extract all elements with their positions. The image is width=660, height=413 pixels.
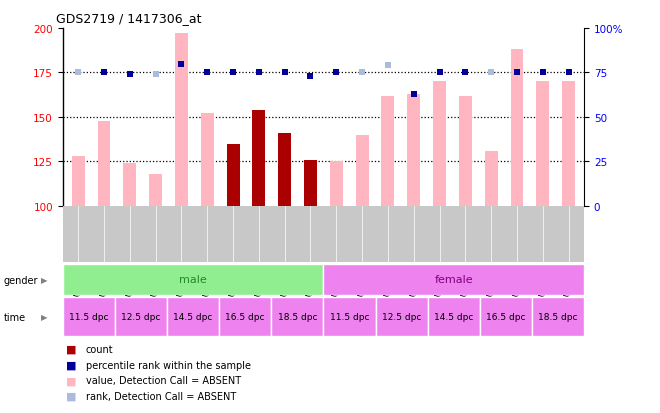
Bar bbox=[226, 159, 240, 206]
Bar bbox=[72, 157, 84, 206]
Bar bbox=[323, 264, 584, 295]
Text: time: time bbox=[3, 312, 26, 322]
Bar bbox=[484, 152, 498, 206]
Bar bbox=[376, 297, 428, 337]
Text: 14.5 dpc: 14.5 dpc bbox=[434, 313, 473, 321]
Text: rank, Detection Call = ABSENT: rank, Detection Call = ABSENT bbox=[86, 391, 236, 401]
Text: ■: ■ bbox=[66, 344, 77, 354]
Bar bbox=[219, 297, 271, 337]
Bar bbox=[201, 114, 214, 206]
Bar bbox=[304, 162, 317, 206]
Text: 12.5 dpc: 12.5 dpc bbox=[382, 313, 421, 321]
Text: gender: gender bbox=[3, 275, 38, 285]
Bar bbox=[271, 297, 323, 337]
Bar bbox=[480, 297, 532, 337]
Text: value, Detection Call = ABSENT: value, Detection Call = ABSENT bbox=[86, 375, 241, 385]
Bar bbox=[330, 162, 343, 206]
Bar bbox=[175, 34, 188, 206]
Bar bbox=[252, 157, 265, 206]
Text: 18.5 dpc: 18.5 dpc bbox=[539, 313, 578, 321]
Text: 18.5 dpc: 18.5 dpc bbox=[278, 313, 317, 321]
Bar bbox=[63, 297, 115, 337]
Text: ■: ■ bbox=[66, 360, 77, 370]
Bar bbox=[356, 135, 368, 206]
Bar bbox=[149, 175, 162, 206]
Text: 16.5 dpc: 16.5 dpc bbox=[486, 313, 525, 321]
Bar bbox=[323, 297, 376, 337]
Text: GDS2719 / 1417306_at: GDS2719 / 1417306_at bbox=[56, 12, 201, 25]
Bar bbox=[407, 95, 420, 206]
Bar bbox=[537, 82, 549, 206]
Bar bbox=[167, 297, 219, 337]
Bar bbox=[226, 145, 240, 206]
Text: 11.5 dpc: 11.5 dpc bbox=[330, 313, 369, 321]
Text: ▶: ▶ bbox=[41, 313, 48, 322]
Text: 12.5 dpc: 12.5 dpc bbox=[121, 313, 160, 321]
Text: 11.5 dpc: 11.5 dpc bbox=[69, 313, 108, 321]
Bar bbox=[381, 96, 395, 206]
Text: ■: ■ bbox=[66, 375, 77, 385]
Bar bbox=[279, 134, 291, 206]
Bar bbox=[562, 82, 575, 206]
Text: male: male bbox=[179, 275, 207, 285]
Bar bbox=[279, 159, 291, 206]
Text: 14.5 dpc: 14.5 dpc bbox=[174, 313, 213, 321]
Bar bbox=[252, 111, 265, 206]
Bar bbox=[115, 297, 167, 337]
Text: ■: ■ bbox=[66, 391, 77, 401]
Bar bbox=[459, 96, 472, 206]
Bar bbox=[433, 82, 446, 206]
Text: female: female bbox=[434, 275, 473, 285]
Bar bbox=[532, 297, 584, 337]
Text: ▶: ▶ bbox=[41, 275, 48, 285]
Bar bbox=[511, 50, 523, 206]
Bar bbox=[63, 264, 323, 295]
Text: percentile rank within the sample: percentile rank within the sample bbox=[86, 360, 251, 370]
Bar bbox=[428, 297, 480, 337]
Text: count: count bbox=[86, 344, 114, 354]
Text: 16.5 dpc: 16.5 dpc bbox=[226, 313, 265, 321]
Bar bbox=[304, 160, 317, 206]
Bar bbox=[98, 121, 110, 206]
Bar bbox=[123, 164, 136, 206]
